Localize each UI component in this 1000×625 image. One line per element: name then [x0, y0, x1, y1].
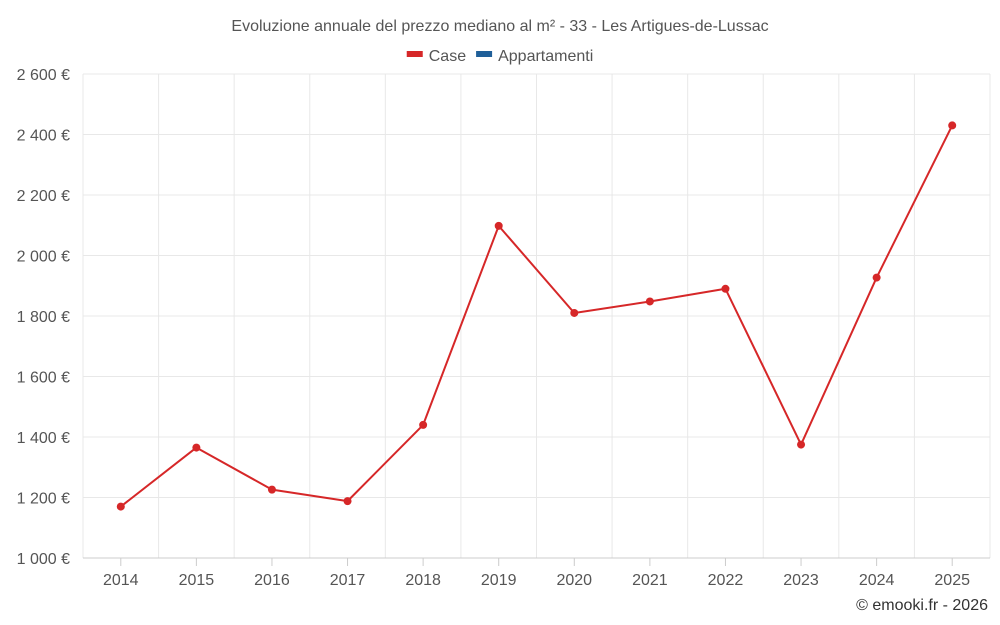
- chart-title: Evoluzione annuale del prezzo mediano al…: [231, 18, 768, 35]
- x-tick-label: 2025: [934, 572, 970, 589]
- data-point[interactable]: [192, 443, 201, 452]
- data-point[interactable]: [267, 485, 276, 494]
- x-tick-label: 2017: [330, 572, 366, 589]
- x-tick-label: 2020: [556, 572, 592, 589]
- legend-label[interactable]: Case: [429, 48, 466, 65]
- x-tick-label: 2023: [783, 572, 819, 589]
- y-tick-label: 2 600 €: [17, 67, 70, 84]
- y-tick-label: 1 600 €: [17, 370, 70, 387]
- data-point[interactable]: [645, 297, 654, 306]
- data-point[interactable]: [721, 284, 730, 293]
- x-tick-label: 2022: [708, 572, 744, 589]
- x-tick-label: 2021: [632, 572, 668, 589]
- data-point[interactable]: [343, 497, 352, 506]
- legend-label[interactable]: Appartamenti: [498, 48, 593, 65]
- y-tick-label: 2 400 €: [17, 128, 70, 145]
- y-tick-label: 2 200 €: [17, 188, 70, 205]
- x-tick-label: 2018: [405, 572, 441, 589]
- legend-swatch[interactable]: [406, 51, 423, 57]
- x-tick-label: 2019: [481, 572, 517, 589]
- y-tick-label: 1 800 €: [17, 309, 70, 326]
- y-tick-label: 1 400 €: [17, 430, 70, 447]
- x-tick-label: 2016: [254, 572, 290, 589]
- credit-text: © emooki.fr - 2026: [856, 597, 988, 614]
- y-axis: 1 000 € 1 200 € 1 400 € 1 600 € 1 800 € 2 000…: [17, 67, 70, 568]
- data-point[interactable]: [570, 308, 579, 317]
- y-tick-label: 1 000 €: [17, 551, 70, 568]
- x-tick-label: 2015: [179, 572, 215, 589]
- x-axis: 2014 2015 2016 2017 2018 2019 2020 2021 2022 2023…: [83, 557, 990, 589]
- series-layer: [116, 121, 957, 511]
- data-point[interactable]: [872, 273, 881, 282]
- data-point[interactable]: [419, 420, 428, 429]
- data-point[interactable]: [116, 502, 125, 511]
- legend-swatch[interactable]: [476, 51, 493, 57]
- legend: Case Appartamenti: [406, 48, 593, 65]
- y-tick-label: 2 000 €: [17, 249, 70, 266]
- grid: [82, 73, 991, 558]
- x-tick-label: 2024: [859, 572, 895, 589]
- data-point[interactable]: [494, 221, 503, 230]
- x-tick-label: 2014: [103, 572, 139, 589]
- series-line-case: [120, 124, 954, 508]
- data-point[interactable]: [797, 440, 806, 449]
- data-point[interactable]: [948, 121, 957, 130]
- y-tick-label: 1 200 €: [17, 491, 70, 508]
